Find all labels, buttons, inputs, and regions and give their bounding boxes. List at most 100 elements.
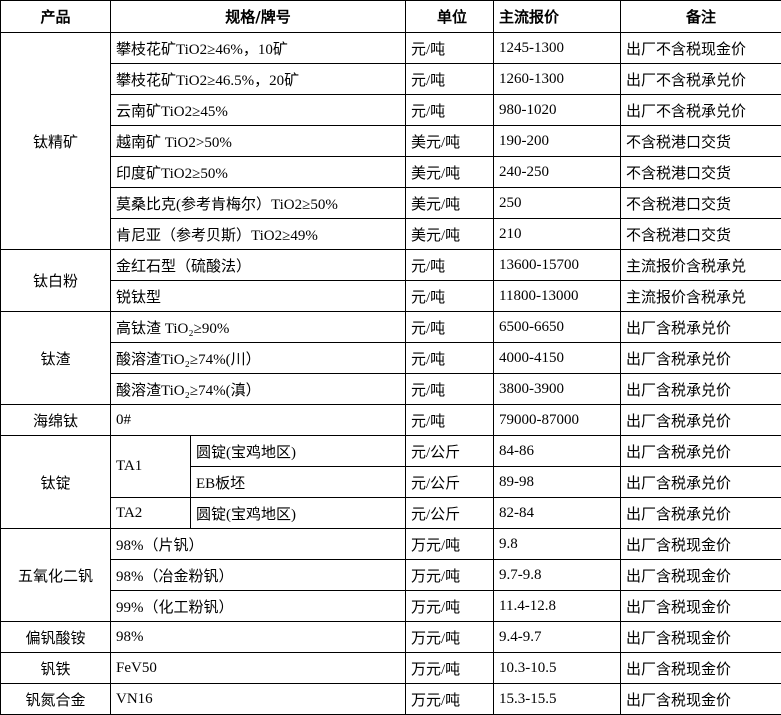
note-cell: 主流报价含税承兑 [621,281,781,312]
spec-cell: 高钛渣 TiO₂≥90% [111,312,406,343]
note-cell: 出厂含税现金价 [621,622,781,653]
price-cell: 3800-3900 [494,374,621,405]
product-cell: 钛渣 [1,312,111,405]
header-row: 产品 规格/牌号 单位 主流报价 备注 [1,1,781,33]
note-cell: 出厂含税现金价 [621,684,781,715]
spec-cell: 99%（化工粉钒） [111,591,406,622]
unit-cell: 美元/吨 [406,219,494,250]
price-cell: 10.3-10.5 [494,653,621,684]
unit-cell: 元/公斤 [406,436,494,467]
note-cell: 不含税港口交货 [621,126,781,157]
spec-cell: 酸溶渣TiO₂≥74%(滇） [111,374,406,405]
spec-cell: 金红石型（硫酸法） [111,250,406,281]
note-cell: 出厂不含税现金价 [621,33,781,64]
spec-cell: 攀枝花矿TiO2≥46%，10矿 [111,33,406,64]
spec-cell: 酸溶渣TiO₂≥74%(川） [111,343,406,374]
product-cell: 钒氮合金 [1,684,111,715]
note-cell: 不含税港口交货 [621,157,781,188]
spec-cell: 莫桑比克(参考肯梅尔）TiO2≥50% [111,188,406,219]
note-cell: 出厂含税现金价 [621,560,781,591]
note-cell: 出厂含税承兑价 [621,498,781,529]
unit-cell: 万元/吨 [406,684,494,715]
unit-cell: 万元/吨 [406,591,494,622]
unit-cell: 元/吨 [406,343,494,374]
product-cell: 钛精矿 [1,33,111,250]
price-cell: 9.4-9.7 [494,622,621,653]
spec-cell: FeV50 [111,653,406,684]
note-cell: 出厂含税现金价 [621,591,781,622]
spec-cell: 云南矿TiO2≥45% [111,95,406,126]
unit-cell: 万元/吨 [406,529,494,560]
header-note: 备注 [621,1,781,33]
price-cell: 89-98 [494,467,621,498]
note-cell: 出厂不含税承兑价 [621,64,781,95]
price-cell: 15.3-15.5 [494,684,621,715]
spec-cell: EB板坯 [191,467,406,498]
spec-cell: 圆锭(宝鸡地区) [191,436,406,467]
grade-cell: TA2 [111,498,191,529]
unit-cell: 元/吨 [406,281,494,312]
price-cell: 1245-1300 [494,33,621,64]
unit-cell: 万元/吨 [406,622,494,653]
unit-cell: 美元/吨 [406,126,494,157]
note-cell: 出厂含税承兑价 [621,436,781,467]
header-product: 产品 [1,1,111,33]
price-cell: 82-84 [494,498,621,529]
price-cell: 980-1020 [494,95,621,126]
spec-cell: 印度矿TiO2≥50% [111,157,406,188]
spec-cell: 锐钛型 [111,281,406,312]
spec-cell: VN16 [111,684,406,715]
unit-cell: 元/吨 [406,33,494,64]
note-cell: 出厂含税承兑价 [621,343,781,374]
spec-cell: 肯尼亚（参考贝斯）TiO2≥49% [111,219,406,250]
price-cell: 9.8 [494,529,621,560]
unit-cell: 元/公斤 [406,467,494,498]
product-cell: 偏钒酸铵 [1,622,111,653]
unit-cell: 元/吨 [406,250,494,281]
price-cell: 6500-6650 [494,312,621,343]
unit-cell: 美元/吨 [406,188,494,219]
spec-cell: 0# [111,405,406,436]
header-spec: 规格/牌号 [111,1,406,33]
header-unit: 单位 [406,1,494,33]
price-cell: 11800-13000 [494,281,621,312]
unit-cell: 元/吨 [406,312,494,343]
unit-cell: 万元/吨 [406,560,494,591]
unit-cell: 元/公斤 [406,498,494,529]
product-cell: 海绵钛 [1,405,111,436]
note-cell: 主流报价含税承兑 [621,250,781,281]
spec-cell: 越南矿 TiO2>50% [111,126,406,157]
product-cell: 钛白粉 [1,250,111,312]
price-cell: 240-250 [494,157,621,188]
note-cell: 出厂含税现金价 [621,653,781,684]
spec-cell: 98%（冶金粉钒） [111,560,406,591]
unit-cell: 元/吨 [406,405,494,436]
note-cell: 出厂含税承兑价 [621,374,781,405]
spec-cell: 圆锭(宝鸡地区) [191,498,406,529]
spec-cell: 98% [111,622,406,653]
price-cell: 84-86 [494,436,621,467]
price-cell: 11.4-12.8 [494,591,621,622]
unit-cell: 元/吨 [406,64,494,95]
price-cell: 4000-4150 [494,343,621,374]
